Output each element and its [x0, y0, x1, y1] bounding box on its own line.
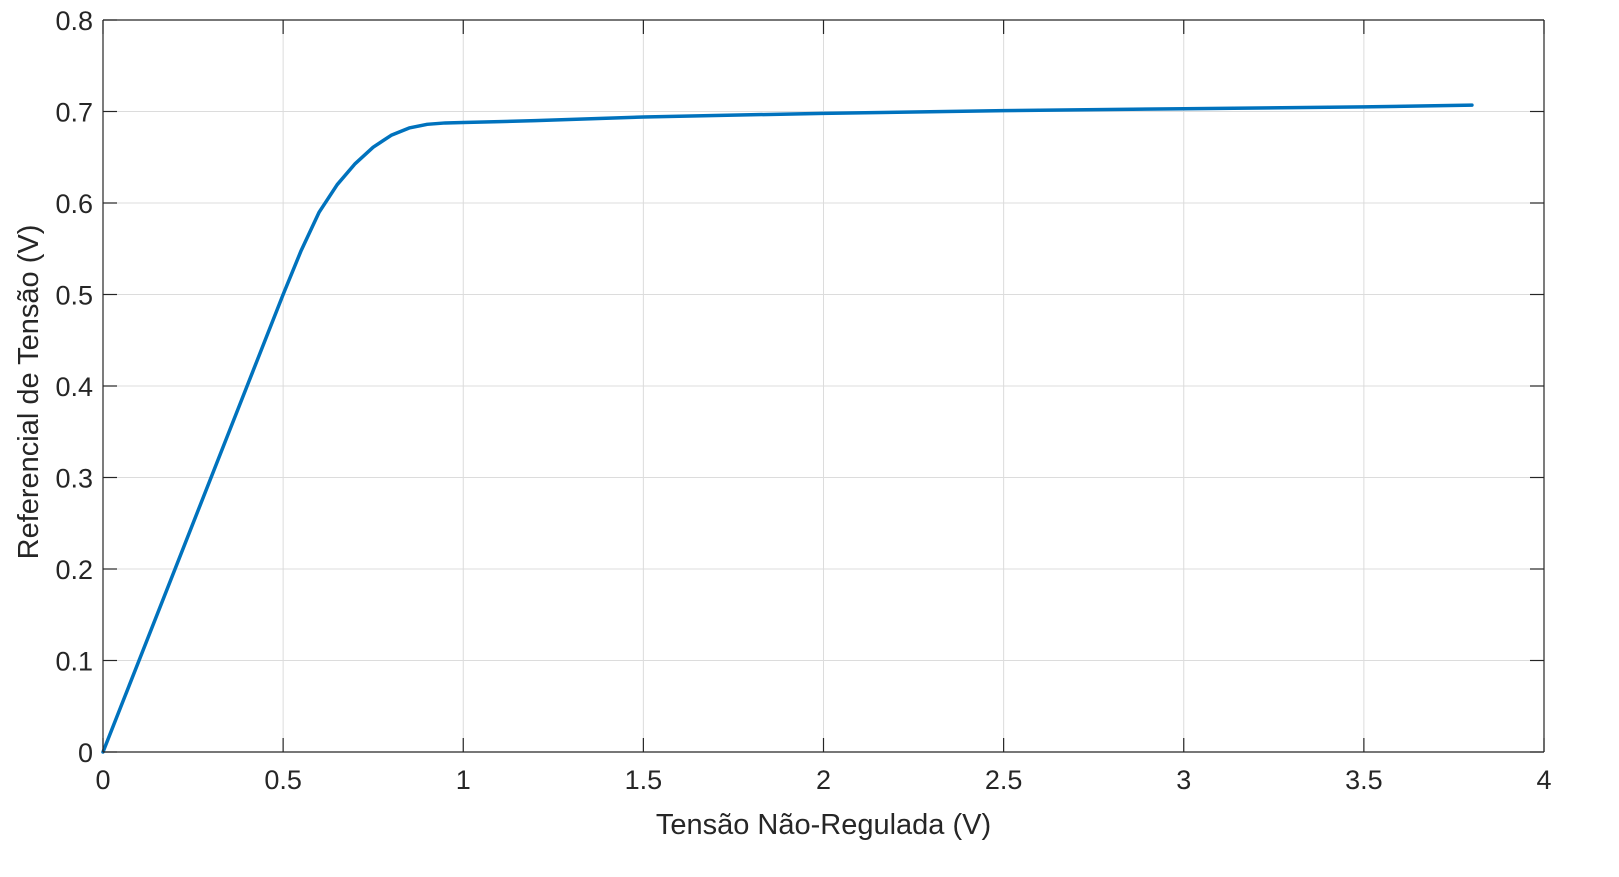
y-tick-label: 0.6: [55, 189, 93, 219]
x-tick-label: 1: [456, 765, 471, 795]
y-axis-ticks: 0 0.1 0.2 0.3 0.4 0.5 0.6 0.7 0.8: [55, 6, 1544, 768]
y-tick-label: 0.4: [55, 372, 93, 402]
x-tick-label: 3.5: [1345, 765, 1383, 795]
y-axis-label: Referencial de Tensão (V): [13, 225, 45, 560]
x-tick-label: 0.5: [264, 765, 302, 795]
y-tick-label: 0.7: [55, 98, 93, 128]
x-tick-label: 0: [95, 765, 110, 795]
x-tick-label: 2: [816, 765, 831, 795]
x-axis-label: Tensão Não-Regulada (V): [656, 809, 991, 841]
x-tick-label: 3: [1176, 765, 1191, 795]
y-tick-label: 0.3: [55, 464, 93, 494]
y-tick-label: 0.2: [55, 555, 93, 585]
y-tick-label: 0.5: [55, 281, 93, 311]
y-tick-label: 0: [78, 738, 93, 768]
x-tick-label: 4: [1536, 765, 1551, 795]
series-layer: [101, 103, 1474, 754]
y-tick-label: 0.8: [55, 6, 93, 36]
x-tick-label: 2.5: [985, 765, 1023, 795]
x-axis-ticks: 0 0.5 1 1.5 2 2.5 3 3.5 4: [95, 20, 1552, 795]
x-tick-label: 1.5: [625, 765, 663, 795]
grid-lines: [103, 20, 1544, 752]
series-line: [101, 103, 1474, 754]
y-tick-label: 0.1: [55, 647, 93, 677]
